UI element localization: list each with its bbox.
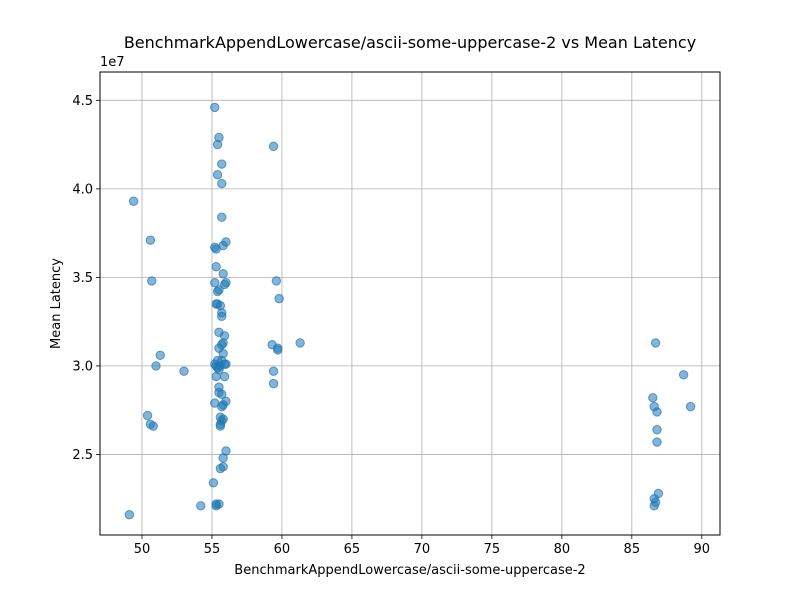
- data-point: [210, 102, 220, 113]
- x-tick-label: 90: [694, 542, 711, 557]
- data-point: [217, 389, 227, 399]
- data-point: [217, 212, 227, 222]
- x-tick-label: 60: [274, 542, 291, 557]
- data-point: [212, 286, 223, 297]
- axis-ticks: 50 55 60 65 70 75 80 85 90 2.5 3.0 3.5 4.0 4.5: [72, 94, 710, 557]
- x-tick-label: 65: [344, 542, 361, 557]
- data-points: [124, 102, 696, 520]
- data-point: [652, 424, 662, 435]
- y-tick-label: 4.0: [72, 182, 93, 197]
- y-axis-offset-label: 1e7: [100, 55, 125, 70]
- data-point: [211, 501, 221, 511]
- x-axis-label: BenchmarkAppendLowercase/ascii-some-uppe…: [234, 563, 585, 578]
- y-tick-label: 3.0: [72, 359, 93, 374]
- data-point: [211, 262, 221, 272]
- data-point: [652, 437, 662, 447]
- data-point: [217, 401, 227, 412]
- data-point: [179, 366, 189, 376]
- data-point: [147, 276, 157, 286]
- data-point: [268, 366, 279, 376]
- chart-title: BenchmarkAppendLowercase/ascii-some-uppe…: [124, 33, 696, 52]
- data-point: [218, 453, 228, 463]
- data-point: [145, 235, 156, 245]
- data-point: [196, 501, 206, 511]
- data-point: [211, 371, 221, 382]
- x-tick-label: 85: [624, 542, 641, 557]
- data-point: [649, 501, 659, 511]
- data-point: [221, 359, 231, 369]
- data-point: [148, 421, 158, 431]
- data-point: [217, 308, 227, 318]
- data-point: [142, 410, 153, 421]
- data-point: [273, 345, 283, 355]
- data-point: [217, 159, 227, 169]
- data-point: [218, 269, 228, 279]
- data-point: [271, 276, 282, 286]
- data-point: [212, 169, 223, 180]
- data-point: [678, 370, 689, 380]
- data-point: [648, 393, 658, 403]
- data-point: [151, 361, 161, 371]
- data-point: [268, 141, 279, 152]
- data-point: [650, 338, 661, 348]
- x-tick-label: 80: [554, 542, 571, 557]
- data-point: [685, 401, 696, 412]
- data-point: [652, 407, 662, 417]
- x-tick-label: 55: [204, 542, 221, 557]
- data-point: [274, 293, 284, 304]
- data-point: [128, 196, 139, 206]
- data-point: [219, 371, 230, 382]
- grid-lines: [100, 72, 720, 535]
- x-tick-label: 50: [134, 542, 151, 557]
- y-tick-label: 4.5: [72, 94, 93, 109]
- data-point: [218, 462, 228, 472]
- data-point: [219, 279, 230, 290]
- data-point: [295, 338, 305, 348]
- x-tick-label: 75: [484, 542, 501, 557]
- data-point: [208, 478, 219, 488]
- plot-area-frame: [99, 71, 721, 536]
- data-point: [210, 277, 220, 288]
- data-point: [212, 139, 223, 150]
- y-axis-label: Mean Latency: [49, 258, 64, 349]
- data-point: [217, 178, 227, 189]
- y-tick-label: 3.5: [72, 271, 93, 286]
- y-tick-label: 2.5: [72, 448, 93, 463]
- data-point: [215, 421, 226, 431]
- data-point: [211, 244, 221, 254]
- data-point: [124, 509, 135, 520]
- x-tick-label: 70: [414, 542, 431, 557]
- data-point: [268, 378, 279, 389]
- data-point: [155, 350, 165, 360]
